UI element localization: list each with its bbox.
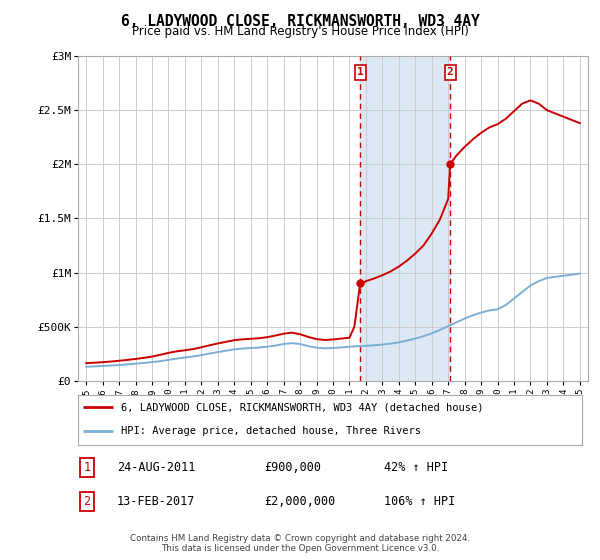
Text: 24-AUG-2011: 24-AUG-2011 (117, 461, 196, 474)
Text: Price paid vs. HM Land Registry's House Price Index (HPI): Price paid vs. HM Land Registry's House … (131, 25, 469, 38)
Text: 106% ↑ HPI: 106% ↑ HPI (384, 494, 455, 508)
Text: 6, LADYWOOD CLOSE, RICKMANSWORTH, WD3 4AY: 6, LADYWOOD CLOSE, RICKMANSWORTH, WD3 4A… (121, 14, 479, 29)
Text: £900,000: £900,000 (264, 461, 321, 474)
Text: 6, LADYWOOD CLOSE, RICKMANSWORTH, WD3 4AY (detached house): 6, LADYWOOD CLOSE, RICKMANSWORTH, WD3 4A… (121, 403, 484, 412)
Text: 13-FEB-2017: 13-FEB-2017 (117, 494, 196, 508)
Text: 1: 1 (357, 67, 364, 77)
Text: 2: 2 (447, 67, 454, 77)
Text: 42% ↑ HPI: 42% ↑ HPI (384, 461, 448, 474)
Text: 2: 2 (83, 494, 91, 508)
Text: £2,000,000: £2,000,000 (264, 494, 335, 508)
Text: HPI: Average price, detached house, Three Rivers: HPI: Average price, detached house, Thre… (121, 426, 421, 436)
Bar (360, 56, 450, 381)
Text: Contains HM Land Registry data © Crown copyright and database right 2024.
This d: Contains HM Land Registry data © Crown c… (130, 534, 470, 553)
Text: 1: 1 (83, 461, 91, 474)
